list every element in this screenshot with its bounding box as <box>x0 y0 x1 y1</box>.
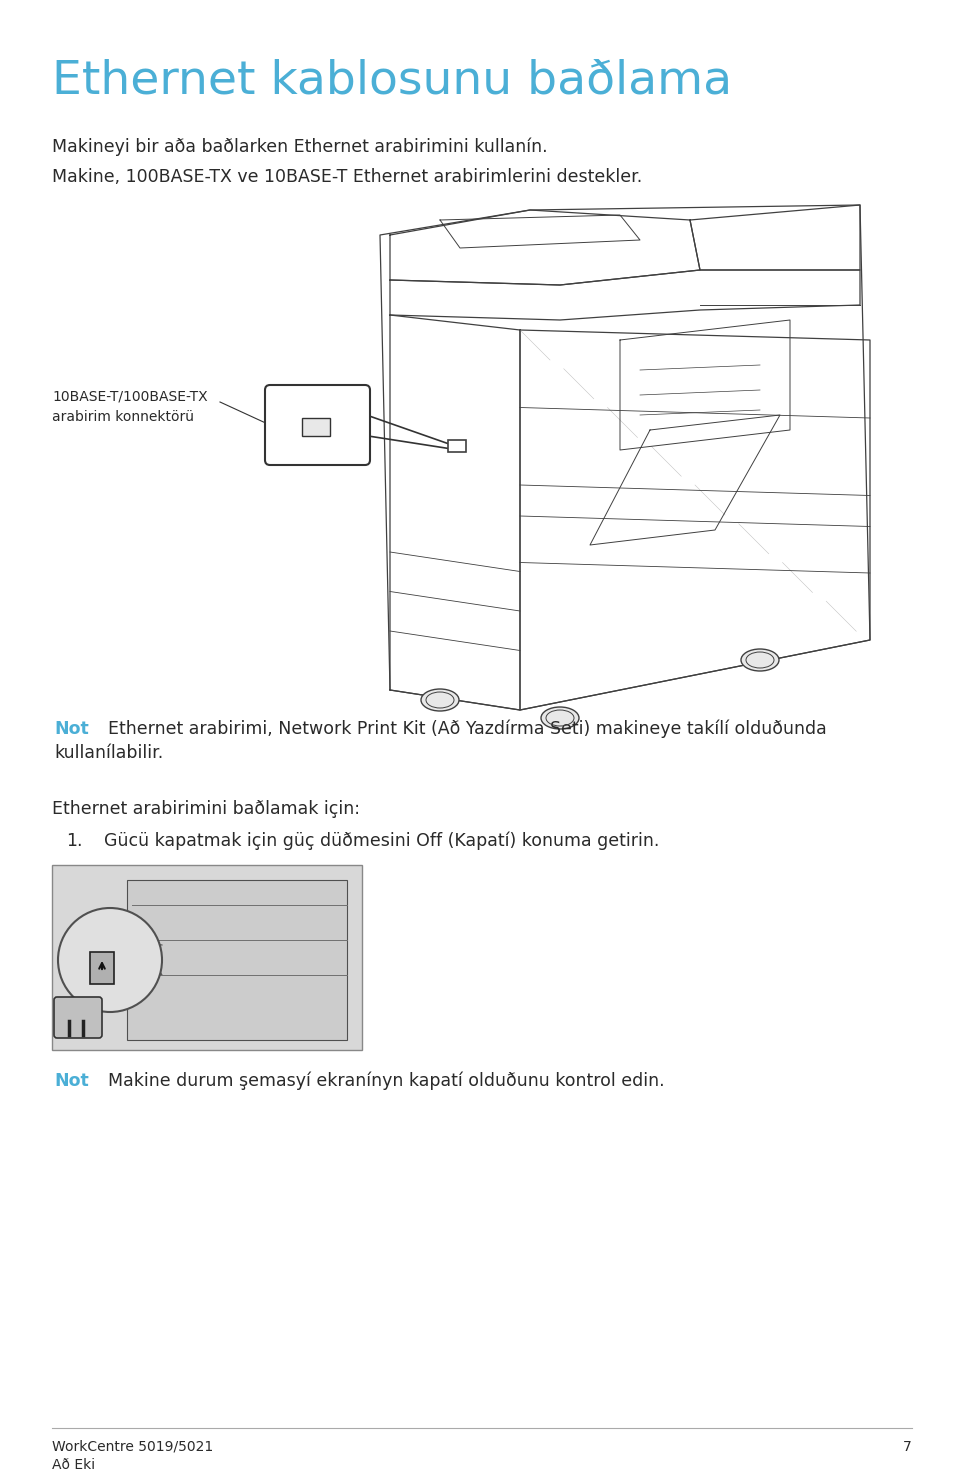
FancyBboxPatch shape <box>52 866 362 1050</box>
Text: Ethernet arabirimini baðlamak için:: Ethernet arabirimini baðlamak için: <box>52 801 360 818</box>
Circle shape <box>58 908 162 1012</box>
Ellipse shape <box>541 707 579 730</box>
Text: 7: 7 <box>903 1440 912 1453</box>
Ellipse shape <box>421 688 459 710</box>
Text: Makineyi bir aða baðlarken Ethernet arabirimini kullanín.: Makineyi bir aða baðlarken Ethernet arab… <box>52 137 547 157</box>
Text: kullanílabilir.: kullanílabilir. <box>54 744 163 762</box>
FancyBboxPatch shape <box>448 440 466 452</box>
FancyBboxPatch shape <box>265 385 370 465</box>
Ellipse shape <box>741 648 779 671</box>
FancyBboxPatch shape <box>54 997 102 1038</box>
Text: Not: Not <box>54 719 88 738</box>
Text: Makine, 100BASE-TX ve 10BASE-T Ethernet arabirimlerini destekler.: Makine, 100BASE-TX ve 10BASE-T Ethernet … <box>52 168 642 186</box>
Text: Ethernet arabirimi, Network Print Kit (Að Yazdírma Seti) makineye takílí olduðun: Ethernet arabirimi, Network Print Kit (A… <box>97 719 827 738</box>
Text: 1.: 1. <box>66 832 83 849</box>
Text: Makine durum şemasyí ekranínyn kapatí olduðunu kontrol edin.: Makine durum şemasyí ekranínyn kapatí ol… <box>97 1072 664 1090</box>
Text: Ethernet kablosunu baðlama: Ethernet kablosunu baðlama <box>52 58 732 103</box>
Text: Að Eki: Að Eki <box>52 1458 95 1473</box>
FancyBboxPatch shape <box>134 964 154 981</box>
Text: arabirim konnektörü: arabirim konnektörü <box>52 411 194 424</box>
FancyBboxPatch shape <box>302 418 330 436</box>
FancyBboxPatch shape <box>90 953 114 984</box>
Text: Not: Not <box>54 1072 88 1090</box>
Text: WorkCentre 5019/5021: WorkCentre 5019/5021 <box>52 1440 213 1453</box>
FancyBboxPatch shape <box>127 880 347 1040</box>
Text: Gücü kapatmak için güç düðmesini Off (Kapatí) konuma getirin.: Gücü kapatmak için güç düðmesini Off (Ka… <box>104 832 660 851</box>
Text: 10BASE-T/100BASE-TX: 10BASE-T/100BASE-TX <box>52 390 207 405</box>
